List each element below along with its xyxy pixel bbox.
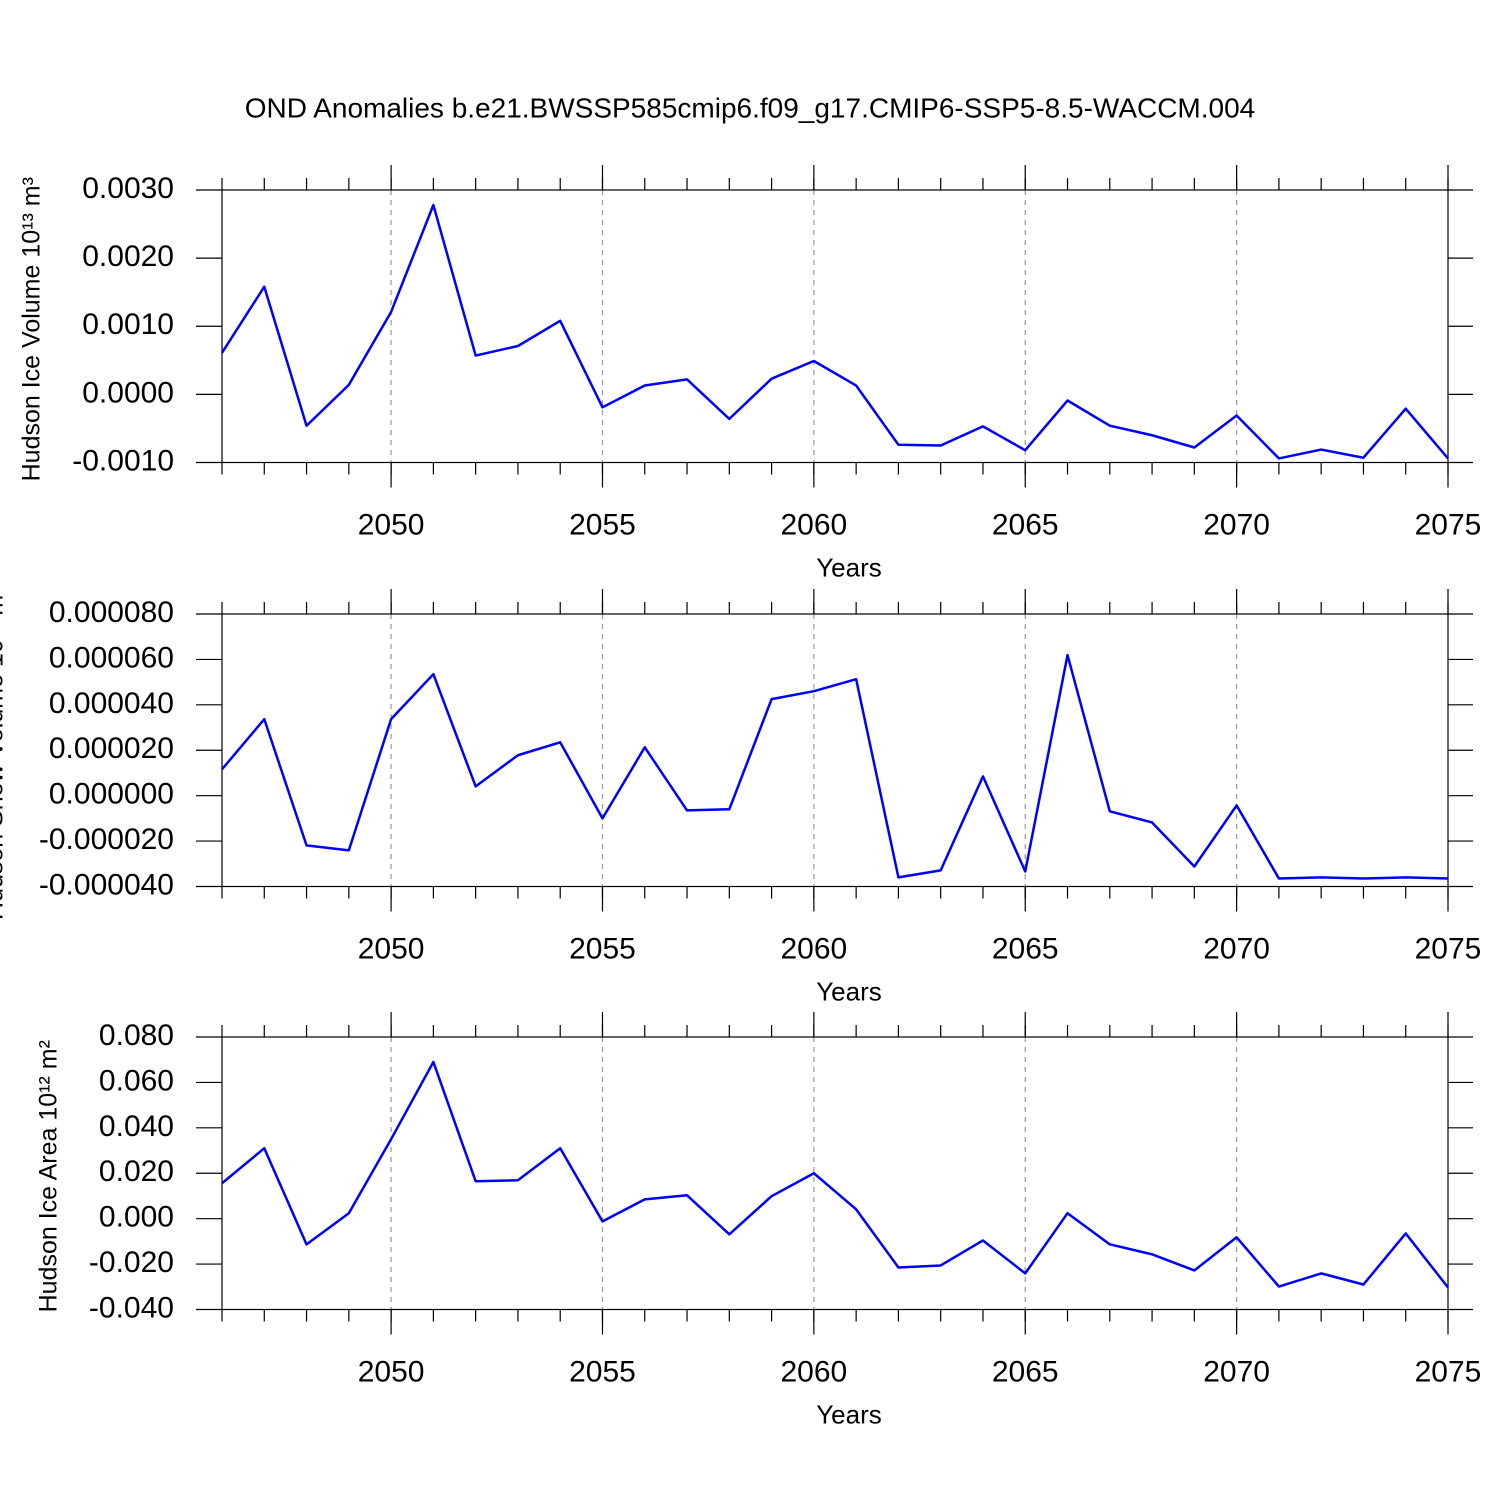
x-tick-label: 2065 [992,508,1059,541]
x-tick-label: 2070 [1203,508,1270,541]
x-tick-label: 2050 [358,932,425,965]
data-line [221,653,1449,880]
x-tick-label: 2060 [780,508,847,541]
plot-frame [221,189,1449,464]
x-tick-label: 2065 [992,1355,1059,1388]
y-tick-label: 0.020 [99,1155,174,1188]
y-tick-label: 0.0000 [82,376,174,409]
x-axis-label: Years [816,552,882,582]
y-tick-label: -0.020 [89,1246,174,1279]
y-tick-label: -0.0010 [72,444,174,477]
y-tick-label: 0.000 [99,1201,174,1234]
x-tick-label: 2055 [569,1355,636,1388]
x-tick-label: 2055 [569,932,636,965]
x-tick-label: 2065 [992,932,1059,965]
y-tick-label: 0.040 [99,1110,174,1143]
y-tick-label: 0.000000 [49,778,174,811]
y-tick-label: 0.0010 [82,308,174,341]
x-tick-label: 2075 [1415,508,1482,541]
x-tick-label: 2050 [358,508,425,541]
y-tick-label: -0.000020 [39,823,174,856]
x-tick-label: 2055 [569,508,636,541]
data-line [220,203,1449,460]
y-tick-label: 0.0020 [82,240,174,273]
plot-frame [221,613,1449,888]
x-tick-label: 2075 [1415,932,1482,965]
x-tick-label: 2060 [780,932,847,965]
y-tick-label: 0.000040 [49,687,174,720]
y-tick-label: 0.060 [99,1064,174,1097]
x-tick-label: 2070 [1203,932,1270,965]
x-tick-label: 2070 [1203,1355,1270,1388]
y-axis-label: Hudson Snow Volume 10¹³ m³ [0,587,9,920]
x-axis-label: Years [816,976,882,1006]
y-tick-label: 0.000060 [49,641,174,674]
x-tick-label: 2060 [780,1355,847,1388]
y-axis-label: Hudson Ice Volume 10¹³ m³ [18,177,46,481]
x-tick-label: 2075 [1415,1355,1482,1388]
plot-frame [221,1036,1449,1311]
y-tick-label: -0.000040 [39,868,174,901]
x-tick-label: 2050 [358,1355,425,1388]
y-tick-label: -0.040 [89,1291,174,1324]
y-tick-label: 0.0030 [82,172,174,205]
y-tick-label: 0.000020 [49,732,174,765]
y-tick-label: 0.080 [99,1019,174,1052]
data-line [221,1060,1449,1289]
y-axis-label: Hudson Ice Area 10¹² m² [35,1040,63,1312]
figure-title: OND Anomalies b.e21.BWSSP585cmip6.f09_g1… [245,92,1256,123]
x-axis-label: Years [816,1399,882,1429]
y-tick-label: 0.000080 [49,596,174,629]
